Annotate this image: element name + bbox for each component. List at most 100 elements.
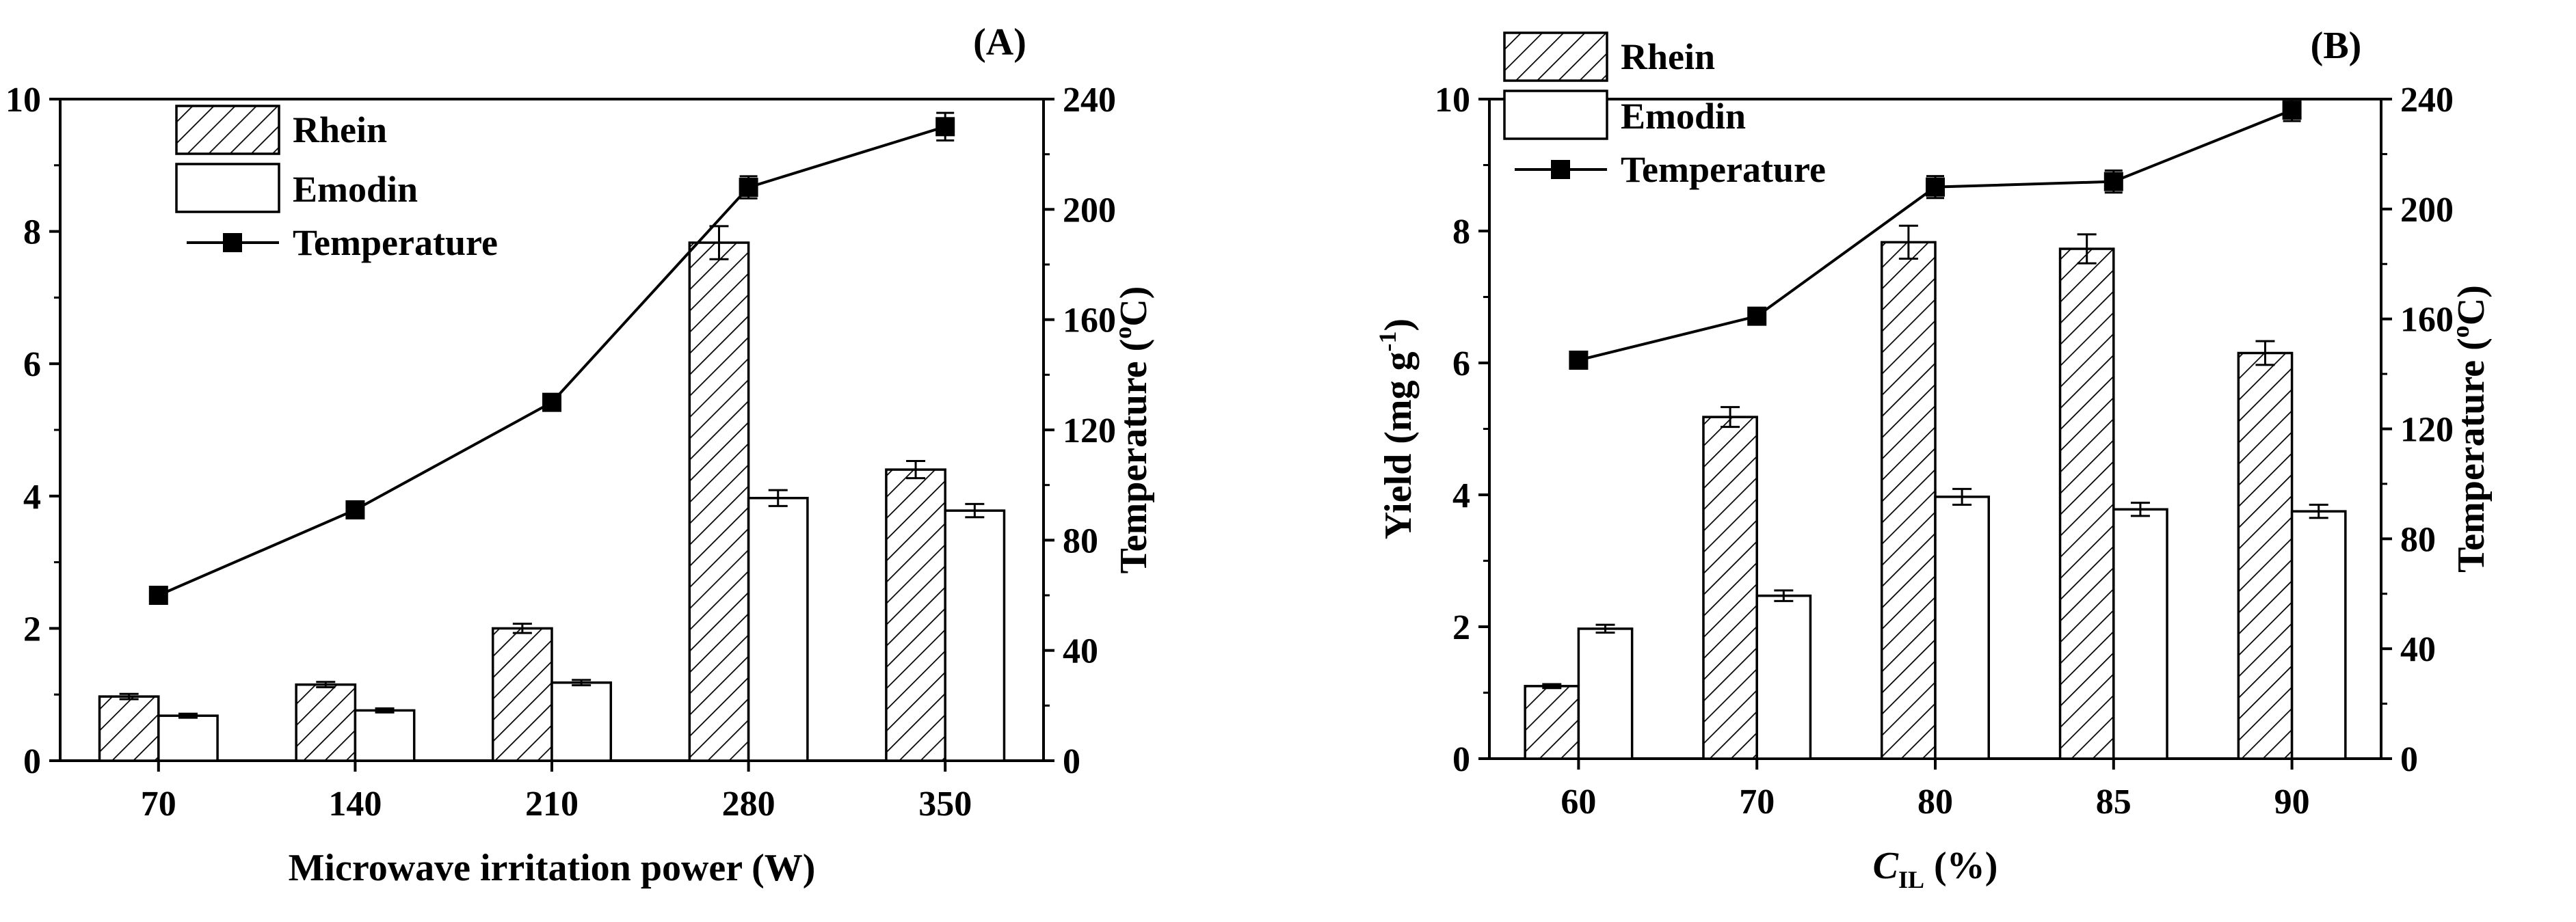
- y2-tick-label: 80: [2400, 520, 2436, 559]
- y2-axis-label-main: Temperature (: [1113, 339, 1155, 574]
- emodin-bar: [1934, 496, 1990, 760]
- y2-tick-label: 240: [1063, 81, 1116, 120]
- legend-label-temperature: Temperature: [293, 222, 498, 263]
- legend-label-emodin: Emodin: [1621, 96, 1746, 137]
- temperature-point: [2103, 172, 2123, 191]
- emodin-bar: [2112, 508, 2168, 760]
- legend-swatch-temperature-marker: [1551, 160, 1570, 179]
- y-tick-label: 2: [1452, 608, 1470, 647]
- x-axis-label: Microwave irritation power (W): [289, 847, 816, 889]
- x-tick-label: 70: [141, 785, 176, 824]
- x-tick-label: 280: [722, 785, 775, 824]
- rhein-bar: [1702, 416, 1758, 760]
- y2-axis-label-superscript: o: [2447, 325, 2474, 338]
- emodin-bar: [747, 496, 809, 762]
- y2-tick-label: 0: [2400, 740, 2418, 779]
- y2-tick-label: 40: [1063, 632, 1098, 671]
- legend-swatch-rhein: [175, 105, 280, 155]
- y-axis-label: Yield (mg g-1): [1374, 318, 1420, 539]
- y-tick-label: 8: [1452, 213, 1470, 252]
- y2-tick-label: 200: [1063, 191, 1116, 230]
- y2-tick-label: 160: [2400, 301, 2454, 340]
- temperature-point: [1569, 350, 1589, 370]
- temperature-point: [2282, 100, 2302, 120]
- y-axis-label-superscript: -1: [1374, 331, 1401, 351]
- y-tick-label: 10: [1435, 81, 1470, 120]
- x-tick-label: 85: [2096, 783, 2132, 822]
- rhein-bar: [295, 683, 357, 762]
- emodin-bar: [944, 509, 1006, 762]
- x-axis-label-symbol: C: [1873, 845, 1899, 887]
- y2-tick-label: 120: [1063, 411, 1116, 450]
- rhein-bar: [688, 241, 750, 762]
- legend-label-temperature: Temperature: [1621, 149, 1826, 190]
- y2-axis-label-main: Temperature (: [2450, 338, 2493, 573]
- emodin-bar: [1755, 594, 1812, 760]
- y-axis-label-close: ): [1377, 318, 1420, 331]
- emodin-bar: [2290, 510, 2347, 760]
- x-axis-label-subscript: IL: [1898, 866, 1924, 893]
- legend-swatch-temperature-marker: [223, 233, 242, 252]
- emodin-bar: [354, 709, 416, 762]
- y2-tick-label: 120: [2400, 411, 2454, 450]
- emodin-bar: [1577, 627, 1634, 760]
- temperature-point: [542, 392, 561, 412]
- x-tick-label: 60: [1561, 783, 1596, 822]
- rhein-bar: [98, 695, 160, 762]
- temperature-point: [148, 586, 168, 605]
- temperature-point: [345, 500, 365, 519]
- emodin-bar: [157, 714, 219, 762]
- temperature-point: [1926, 177, 1945, 197]
- x-tick-label: 350: [918, 785, 972, 824]
- rhein-bar: [2237, 351, 2294, 760]
- x-tick-label: 140: [328, 785, 382, 824]
- y-tick-label: 0: [23, 742, 41, 781]
- x-tick-label: 90: [2274, 783, 2310, 822]
- legend-swatch-emodin: [175, 163, 280, 213]
- x-tick-label: 210: [525, 785, 579, 824]
- x-axis-label: CIL (%): [1873, 845, 1998, 893]
- y2-axis-label-superscript: o: [1109, 327, 1137, 339]
- x-tick-label: 80: [1917, 783, 1953, 822]
- y2-axis-label-close: C): [2450, 285, 2493, 325]
- panel-b-chart: 0 2 4 6 8 10 0 40 80 120 160 200 240 60 70 80 85 90 Rhein E…: [1374, 25, 2493, 893]
- y-axis-label-main: Yield (mg g: [1377, 351, 1420, 539]
- legend-label-rhein: Rhein: [293, 109, 387, 150]
- y2-tick-label: 80: [1063, 521, 1098, 560]
- y-tick-label: 10: [5, 81, 41, 120]
- y-tick-label: 4: [23, 478, 41, 517]
- y-tick-label: 6: [23, 345, 41, 384]
- x-tick-label: 70: [1739, 783, 1775, 822]
- y-tick-label: 6: [1452, 344, 1470, 383]
- legend-label-rhein: Rhein: [1621, 36, 1715, 77]
- panel-label: (A): [973, 21, 1026, 64]
- emodin-bar: [550, 681, 613, 762]
- y2-tick-label: 0: [1063, 742, 1080, 781]
- x-axis-label-unit: (%): [1924, 845, 1997, 887]
- y2-axis-label: Temperature (oC): [1109, 286, 1155, 574]
- rhein-bar: [1524, 685, 1580, 760]
- y-tick-label: 2: [23, 610, 41, 649]
- legend-label-emodin: Emodin: [293, 169, 418, 210]
- temperature-point: [1747, 306, 1767, 326]
- y-tick-label: 8: [23, 213, 41, 252]
- rhein-bar: [1881, 241, 1937, 760]
- y-tick-label: 0: [1452, 740, 1470, 779]
- y2-axis-label-close: C): [1113, 286, 1155, 327]
- y2-axis-label: Temperature (oC): [2447, 285, 2493, 573]
- y2-tick-label: 40: [2400, 630, 2436, 669]
- legend-swatch-emodin: [1503, 90, 1608, 140]
- y2-tick-label: 240: [2400, 81, 2454, 120]
- rhein-bar: [885, 468, 946, 762]
- y2-tick-label: 200: [2400, 191, 2454, 230]
- temperature-point: [739, 178, 758, 198]
- rhein-bar: [491, 627, 553, 762]
- rhein-bar: [2058, 247, 2115, 760]
- legend-swatch-rhein: [1503, 31, 1608, 82]
- y2-tick-label: 160: [1063, 301, 1116, 340]
- y-tick-label: 4: [1452, 476, 1470, 515]
- temperature-point: [935, 117, 955, 137]
- panel-label: (B): [2311, 25, 2362, 67]
- panel-a-chart: 0 2 4 6 8 10 0 40 80 120 160 200 240 70 140 210 280 350 Rh…: [5, 21, 1155, 889]
